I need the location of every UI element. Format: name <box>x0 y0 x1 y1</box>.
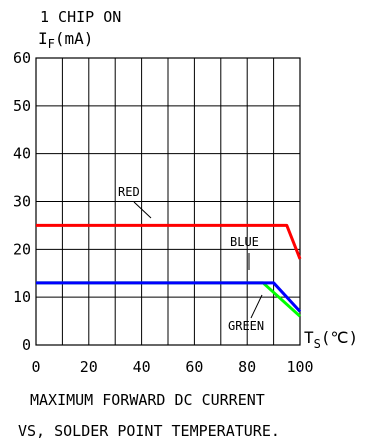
y-axis-label-unit: (mA) <box>55 29 94 48</box>
plot-frame <box>35 57 301 346</box>
x-tick-label: 100 <box>286 358 313 376</box>
callout-line-green <box>250 294 263 319</box>
y-axis-label-main: I <box>38 29 48 48</box>
grid <box>35 57 301 346</box>
y-tick-label: 20 <box>13 240 31 258</box>
callout-line-red <box>133 201 152 219</box>
x-axis-label: TS(℃) <box>304 328 358 351</box>
legend-label-green: GREEN <box>228 319 264 333</box>
x-tick-label: 40 <box>133 358 151 376</box>
legend-label-red: RED <box>118 185 140 199</box>
x-axis-label-subscript: S <box>314 337 321 351</box>
y-tick-label: 50 <box>13 97 31 115</box>
y-tick-label: 10 <box>13 288 31 306</box>
series-line-red <box>36 223 302 260</box>
y-tick-label: 40 <box>13 145 31 163</box>
series-layer <box>36 223 302 318</box>
x-tick-label: 80 <box>238 358 256 376</box>
y-tick-label: 60 <box>13 49 31 67</box>
y-axis-label: IF(mA) <box>38 29 93 51</box>
y-tick-label: 30 <box>13 193 31 211</box>
chart-title-line-1: MAXIMUM FORWARD DC CURRENT <box>30 391 265 409</box>
x-tick-label: 0 <box>31 358 40 376</box>
y-axis-label-subscript: F <box>48 37 55 51</box>
y-tick-label: 0 <box>22 336 31 354</box>
chart-title-line-2: VS, SOLDER POINT TEMPERATURE. <box>18 422 280 440</box>
tick-labels: 0 20 40 60 80 100 0 10 20 30 40 50 60 <box>13 49 314 376</box>
x-axis-label-main: T <box>304 328 314 347</box>
series-line-blue <box>36 281 302 313</box>
x-axis-label-unit: (℃) <box>321 328 358 347</box>
x-tick-label: 60 <box>185 358 203 376</box>
legend-label-blue: BLUE <box>230 235 259 249</box>
callout-layer: RED BLUE GREEN <box>118 185 264 333</box>
top-note: 1 CHIP ON <box>40 8 121 26</box>
x-tick-label: 20 <box>80 358 98 376</box>
